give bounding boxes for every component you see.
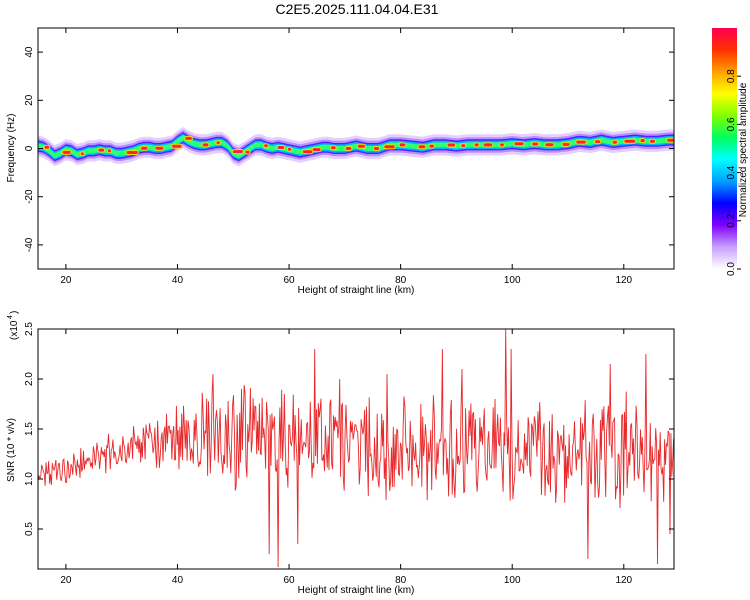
colorbar-tick-label: 0.0 (726, 262, 737, 276)
x-tick-label: 120 (615, 575, 632, 586)
snr-multiplier: (x10 4 ) (7, 311, 20, 340)
y-tick-label: -20 (24, 189, 35, 204)
ridge-core-red (474, 143, 479, 147)
snr-line (38, 329, 674, 568)
ridge-core-red (532, 142, 539, 146)
x-tick-label: 60 (283, 275, 295, 286)
ridge-core-red (62, 150, 71, 154)
ridge-core-red (447, 143, 456, 147)
x-tick-label: 40 (172, 575, 184, 586)
x-tick-label: 60 (283, 575, 295, 586)
snr-axes: 20 40 60 80 100 120 0.5 1.0 1.5 2.0 2.5 (24, 322, 674, 586)
y-tick-label: 0.5 (24, 522, 35, 536)
snr-line-series (38, 329, 674, 568)
ridge-core-red (264, 144, 268, 148)
y-tick-label: 1.0 (24, 472, 35, 486)
ridge-core-red (80, 152, 84, 156)
figure-title: C2E5.2025.111.04.04.E31 (276, 1, 439, 17)
ridge-core-red (384, 145, 395, 149)
ridge-core-red (98, 148, 105, 152)
ridge-core-red (562, 142, 570, 146)
colorbar-label: Normalized spectral amplitude (738, 82, 749, 217)
x-tick-label: 80 (395, 275, 407, 286)
ridge-core-red (357, 144, 365, 148)
spectrogram-y-axis-label: Frequency (Hz) (6, 114, 17, 183)
ridge-core-red (216, 141, 220, 145)
ridge-core-red (640, 139, 645, 143)
colorbar-tick-label: 0.2 (726, 213, 737, 227)
ridge-core-red (649, 139, 655, 143)
spectrogram-heatmap (38, 127, 674, 167)
y-tick-label: 40 (24, 46, 35, 58)
colorbar (712, 28, 737, 269)
ridge-core-red (44, 145, 50, 149)
ridge-core-red (545, 143, 554, 147)
colorbar-tick-label: 0.6 (726, 117, 737, 131)
y-tick-label: 1.5 (24, 422, 35, 436)
ridge-core-red (612, 140, 617, 144)
ridge-core-red (667, 138, 674, 142)
ridge-core-red (500, 143, 504, 147)
ridge-core-red (287, 147, 292, 151)
ridge-core-red (107, 149, 111, 153)
ridge-core-red (373, 147, 380, 150)
ridge-core-red (418, 145, 426, 149)
ridge-core-red (345, 147, 352, 150)
ridge-core-red (576, 140, 586, 144)
ridge-core-red (141, 146, 148, 150)
snr-frame (37, 328, 675, 570)
ridge-core-red (514, 142, 524, 146)
x-tick-label: 100 (504, 575, 521, 586)
colorbar-tick-label: 0.4 (726, 165, 737, 179)
ridge-core-red (483, 143, 493, 147)
ridge-core-red (594, 140, 601, 144)
y-tick-label: 20 (24, 94, 35, 106)
snr-x-axis-label: Height of straight line (km) (298, 585, 415, 596)
snr-y-axis-label: SNR (10 * v/v) (6, 418, 17, 482)
x-tick-label: 20 (60, 275, 72, 286)
ridge-core-red (302, 150, 313, 154)
ridge-core-red (330, 146, 336, 150)
snr-multiplier-exponent: 4 (7, 315, 14, 319)
y-tick-label: 2.5 (24, 322, 35, 336)
x-tick-label: 100 (504, 275, 521, 286)
ridge-core-red (155, 146, 164, 150)
y-tick-label: 0 (24, 145, 35, 151)
ridge-core-red (172, 144, 182, 148)
spectrogram-x-axis-label: Height of straight line (km) (298, 285, 415, 296)
ridge-core-red (277, 146, 285, 149)
ridge-core-red (245, 150, 250, 154)
ridge-core-red (202, 143, 209, 147)
x-tick-label: 80 (395, 575, 407, 586)
x-tick-label: 40 (172, 275, 184, 286)
y-tick-label: 2.0 (24, 372, 35, 386)
colorbar-tick-label: 0.8 (726, 69, 737, 83)
spectrogram-axes: 20 40 60 80 100 120 -40 -20 0 20 40 (24, 28, 674, 286)
x-tick-label: 20 (60, 575, 72, 586)
ridge-core-red (399, 143, 406, 147)
band-green (38, 135, 674, 159)
x-tick-label: 120 (615, 275, 632, 286)
ridge-core-red (461, 144, 466, 148)
ridge-core-red (232, 150, 243, 154)
snr-multiplier-close: ) (9, 311, 20, 314)
ridge-core-red (185, 136, 192, 140)
ridge-core-red (312, 148, 321, 152)
y-tick-label: -40 (24, 237, 35, 252)
snr-multiplier-base: (x10 (9, 320, 20, 340)
ridge-core-red (429, 144, 434, 148)
ridge-core-red (624, 139, 636, 143)
ridge-core-red (126, 151, 138, 154)
colorbar-axis: 0.0 0.2 0.4 0.6 0.8 (726, 69, 741, 276)
